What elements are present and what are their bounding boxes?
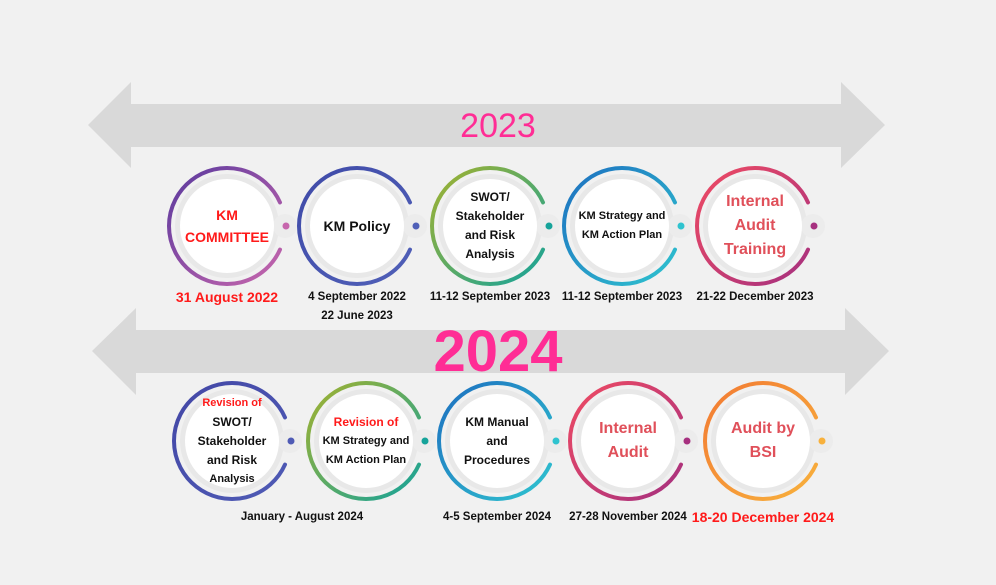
milestone-label: Audit by BSI [715,393,811,489]
milestone: SWOT/Stakeholder and Risk Analysis [420,156,560,296]
arrow-2023 [88,82,885,168]
label-line: Procedures [463,452,531,467]
ring-icon [437,381,567,501]
connector-dot-icon [818,437,826,445]
connector-dot-icon [683,437,691,445]
milestone-date: 21-22 December 2023 [696,291,814,303]
label-line: Internal [726,193,784,210]
label-line: Revision of [333,415,399,429]
connector-dot-icon [552,437,560,445]
shared-date: January - August 2024 [240,511,364,523]
connector-dot-icon [412,222,420,230]
label-line: and [486,433,508,448]
milestone-date: 4-5 September 2024 [442,511,552,523]
milestone-date: 31 August 2022 [175,289,279,305]
milestone: Revision of KM Strategy and KM Action Plan [296,371,436,511]
label-line: Audit by [731,420,795,437]
label-line: Analysis [209,472,255,485]
ring-icon [297,166,427,286]
connector-dot-icon [677,222,685,230]
milestone: Audit by BSI [693,371,833,511]
label-line: Training [723,241,787,258]
label-line: Audit [734,217,776,234]
ring-icon [430,166,560,286]
label-line: and Risk [206,452,257,467]
label-line: Analysis [465,247,515,261]
label-line: Stakeholder [455,209,525,223]
label-line: SWOT/ [470,190,510,204]
milestone-label: Internal Audit Training [707,178,803,274]
ring-icon [703,381,833,501]
ring-icon [695,166,825,286]
milestone: KM Policy [287,156,427,296]
milestone-date: 11-12 September 2023 [561,291,683,303]
milestone: KM Manual and Procedures [427,371,567,511]
label-line: KM [216,207,238,223]
milestone-label: Revision of KM Strategy and KM Action Plan [318,393,414,489]
milestone: Revision of SWOT/Stakeholder and Risk Analy… [162,371,302,511]
milestone-label: KM Strategy and KM Action Plan [574,178,670,274]
label-line: Revision of [202,396,262,409]
connector-dot-icon [545,222,553,230]
connector-dot-icon [287,437,295,445]
label-line: KM Action Plan [581,229,663,241]
milestone-date: 22 June 2023 [321,310,393,322]
milestone-date: 27-28 November 2024 [569,511,687,523]
milestone-date: 11-12 September 2023 [429,291,551,303]
label-line: and Risk [464,228,515,242]
milestone: KM COMMITTEE [157,156,297,296]
ring-icon [562,166,692,286]
label-line: Internal [599,420,657,437]
milestone-label: Revision of SWOT/Stakeholder and Risk Analy… [184,393,280,489]
label-line: SWOT/ [212,414,252,429]
year-2023: 2023 [460,107,536,145]
milestone-date: 4 September 2022 [308,291,406,303]
milestone-label: KM COMMITTEE [179,178,275,274]
label-line: KM Policy [323,218,391,234]
ring-icon [167,166,297,286]
year-2024: 2024 [433,319,563,384]
label-line: KM Strategy and [578,210,666,222]
label-line: KM Strategy and [322,435,410,447]
milestone: Internal Audit [558,371,698,511]
ring-icon [172,381,302,501]
milestone-label: Internal Audit [580,393,676,489]
label-line: Audit [607,444,649,461]
label-line: Stakeholder [197,433,267,448]
connector-dot-icon [810,222,818,230]
connector-dot-icon [421,437,429,445]
milestone-label: KM Policy [309,178,405,274]
ring-icon [306,381,436,501]
connector-dot-icon [282,222,290,230]
label-line: BSI [749,444,777,461]
milestone: KM Strategy and KM Action Plan [552,156,692,296]
label-line: COMMITTEE [185,229,269,245]
milestone-date: 18-20 December 2024 [691,509,835,525]
label-line: KM Manual [465,414,529,429]
arrow-2024 [92,308,889,395]
milestone-label: SWOT/Stakeholder and Risk Analysis [442,178,538,274]
label-line: KM Action Plan [325,454,407,466]
milestone-label: KM Manual and Procedures [449,393,545,489]
ring-icon [568,381,698,501]
milestone: Internal Audit Training [685,156,825,296]
